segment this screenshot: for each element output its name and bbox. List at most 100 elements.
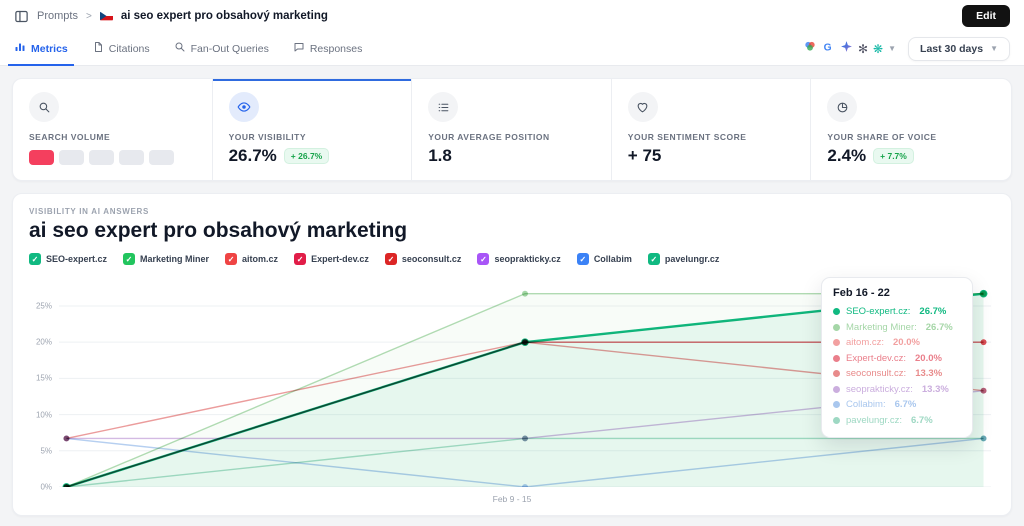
tooltip-rows: SEO-expert.cz: 26.7% Marketing Miner: 26.7%… bbox=[833, 304, 961, 428]
y-tick-label: 0% bbox=[40, 482, 52, 492]
y-axis: 0% 5% 10% 15% 20% 25% bbox=[29, 277, 55, 491]
series-dot-icon bbox=[833, 385, 840, 393]
series-dot-icon bbox=[833, 339, 840, 347]
legend-item[interactable]: ✓ Marketing Miner bbox=[123, 253, 209, 265]
chat-bubble-icon bbox=[293, 41, 305, 56]
breadcrumb-prompts[interactable]: Prompts bbox=[37, 10, 78, 22]
tooltip-series-name: Marketing Miner: bbox=[846, 321, 917, 333]
ai-models-icon bbox=[803, 39, 817, 58]
legend-label: seoprakticky.cz bbox=[494, 254, 561, 264]
y-tick-label: 15% bbox=[35, 373, 52, 383]
legend-label: SEO-expert.cz bbox=[46, 254, 108, 264]
breadcrumb-separator: > bbox=[85, 10, 92, 22]
tooltip-series-value: 6.7% bbox=[910, 414, 933, 426]
tab-metrics[interactable]: Metrics bbox=[8, 32, 74, 66]
legend-item[interactable]: ✓ aitom.cz bbox=[225, 253, 278, 265]
volume-bar bbox=[89, 150, 114, 165]
tooltip-title: Feb 16 - 22 bbox=[833, 287, 890, 299]
x-axis-label: Feb 9 - 15 bbox=[492, 494, 532, 504]
metric-card-share-of-voice[interactable]: YOUR SHARE OF VOICE 2.4% + 7.7% bbox=[811, 79, 1011, 180]
checkbox-checked-icon: ✓ bbox=[647, 253, 660, 265]
tooltip-series-name: seoconsult.cz: bbox=[846, 368, 907, 380]
metric-value: 1.8 bbox=[428, 146, 452, 165]
tooltip-row: aitom.cz: 20.0% bbox=[833, 335, 961, 351]
heart-icon bbox=[627, 92, 658, 122]
legend-label: pavelungr.cz bbox=[664, 254, 720, 264]
series-dot-icon bbox=[833, 416, 840, 424]
chart-legend: ✓ SEO-expert.cz ✓ Marketing Miner ✓ aitom.cz ✓… bbox=[29, 253, 995, 265]
visibility-chart-card: VISIBILITY IN AI ANSWERS ai seo expert p… bbox=[12, 193, 1012, 516]
legend-label: Collabim bbox=[593, 254, 632, 264]
y-tick-label: 20% bbox=[35, 337, 52, 347]
tab-responses[interactable]: Responses bbox=[293, 32, 362, 65]
metric-label: YOUR AVERAGE POSITION bbox=[428, 132, 550, 142]
bar-chart-icon bbox=[14, 41, 26, 56]
search-icon bbox=[174, 41, 186, 56]
tooltip-series-name: Expert-dev.cz: bbox=[846, 352, 907, 364]
y-tick-label: 10% bbox=[35, 410, 52, 420]
tooltip-series-value: 13.3% bbox=[915, 368, 943, 380]
series-dot-icon bbox=[833, 401, 840, 409]
tooltip-series-name: pavelungr.cz: bbox=[846, 414, 902, 426]
tooltip-series-value: 20.0% bbox=[915, 352, 942, 364]
eye-icon bbox=[228, 92, 259, 122]
plot-area: 0% 5% 10% 15% 20% 25% Feb 16 - 22 SEO-expert.… bbox=[29, 277, 995, 492]
legend-item[interactable]: ✓ pavelungr.cz bbox=[647, 253, 720, 265]
metric-label: YOUR SHARE OF VOICE bbox=[827, 132, 937, 142]
document-icon bbox=[92, 41, 104, 56]
legend-label: aitom.cz bbox=[242, 254, 279, 264]
volume-bar bbox=[149, 150, 174, 165]
tooltip-series-name: seoprakticky.cz: bbox=[846, 383, 913, 395]
y-tick-label: 25% bbox=[35, 301, 52, 311]
legend-item[interactable]: ✓ seoprakticky.cz bbox=[477, 253, 561, 265]
tooltip-row: SEO-expert.cz: 26.7% bbox=[833, 304, 961, 320]
metric-value: 26.7% bbox=[228, 146, 277, 165]
tooltip-row: pavelungr.cz: 6.7% bbox=[833, 413, 961, 429]
gemini-icon bbox=[840, 40, 853, 58]
legend-item[interactable]: ✓ Expert-dev.cz bbox=[294, 253, 369, 265]
volume-bar bbox=[29, 150, 54, 165]
metric-card-visibility[interactable]: YOUR VISIBILITY 26.7% + 26.7% bbox=[212, 79, 413, 180]
checkbox-checked-icon: ✓ bbox=[225, 253, 238, 265]
tooltip-row: Expert-dev.cz: 20.0% bbox=[833, 351, 961, 367]
tooltip-series-name: aitom.cz: bbox=[846, 337, 885, 349]
series-dot-icon bbox=[833, 323, 840, 331]
tab-citations[interactable]: Citations bbox=[92, 32, 150, 65]
checkbox-checked-icon: ✓ bbox=[29, 253, 41, 265]
legend-label: seoconsult.cz bbox=[401, 254, 462, 264]
volume-bar bbox=[119, 150, 144, 165]
chevron-down-icon: ▼ bbox=[888, 44, 897, 53]
metric-card-average-position[interactable]: YOUR AVERAGE POSITION 1.8 bbox=[412, 79, 612, 180]
chart-title: ai seo expert pro obsahový marketing bbox=[29, 219, 408, 242]
tooltip-series-name: SEO-expert.cz: bbox=[846, 306, 911, 318]
y-tick-label: 5% bbox=[40, 446, 52, 456]
legend-label: Marketing Miner bbox=[140, 254, 210, 264]
volume-bar bbox=[59, 150, 84, 165]
metric-card-sentiment-score[interactable]: YOUR SENTIMENT SCORE + 75 bbox=[612, 79, 812, 180]
tooltip-row: Collabim: 6.7% bbox=[833, 397, 961, 413]
tooltip-row: Marketing Miner: 26.7% bbox=[833, 320, 961, 336]
openai-icon: ✻ bbox=[857, 41, 869, 56]
metric-label: SEARCH VOLUME bbox=[29, 132, 111, 142]
legend-item[interactable]: ✓ SEO-expert.cz bbox=[29, 253, 107, 265]
tooltip-series-value: 26.7% bbox=[919, 306, 947, 318]
volume-bars bbox=[29, 150, 196, 165]
sidebar-toggle-icon[interactable] bbox=[14, 9, 29, 24]
metric-label: YOUR VISIBILITY bbox=[228, 132, 306, 142]
chart-tooltip: Feb 16 - 22 SEO-expert.cz: 26.7% Marketing… bbox=[821, 277, 973, 438]
legend-item[interactable]: ✓ seoconsult.cz bbox=[384, 253, 462, 265]
google-icon: G bbox=[822, 40, 835, 58]
edit-button[interactable]: Edit bbox=[962, 5, 1010, 27]
chevron-down-icon: ▼ bbox=[990, 44, 998, 53]
date-range-selector[interactable]: Last 30 days ▼ bbox=[908, 36, 1010, 61]
ai-engines-selector[interactable]: G ✻ ❋ ▼ bbox=[803, 39, 896, 58]
metrics-cards: SEARCH VOLUME YOUR VISIBILITY 26.7% + 26… bbox=[12, 78, 1012, 181]
series-dot-icon bbox=[833, 370, 840, 378]
metric-card-search-volume[interactable]: SEARCH VOLUME bbox=[13, 79, 213, 180]
tab-fan-out-queries[interactable]: Fan-Out Queries bbox=[174, 32, 269, 65]
checkbox-checked-icon: ✓ bbox=[576, 253, 589, 265]
legend-item[interactable]: ✓ Collabim bbox=[576, 253, 632, 265]
tab-bar-right: G ✻ ❋ ▼ Last 30 days ▼ bbox=[803, 36, 1010, 61]
search-icon bbox=[29, 92, 59, 122]
checkbox-checked-icon: ✓ bbox=[294, 253, 307, 265]
